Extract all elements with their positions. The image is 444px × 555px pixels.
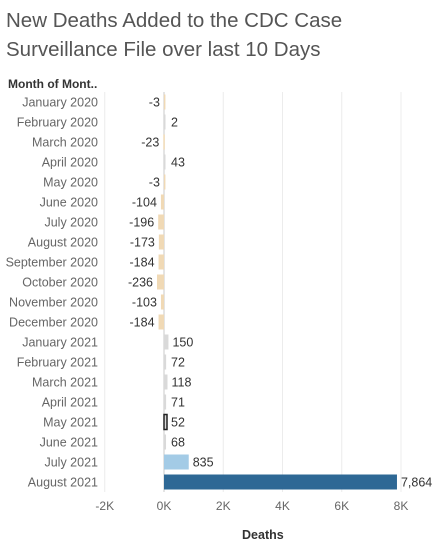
category-label: August 2020: [28, 236, 98, 250]
bar: [164, 334, 169, 350]
data-label: -236: [128, 276, 153, 290]
data-label: -3: [149, 96, 160, 110]
bar: [164, 474, 397, 490]
bar: [163, 174, 166, 190]
data-label: 150: [172, 336, 193, 350]
data-label: -3: [149, 176, 160, 190]
data-label: 118: [171, 376, 191, 390]
data-label: 72: [171, 356, 185, 370]
x-tick-label: 4K: [275, 499, 290, 513]
bar: [160, 194, 164, 210]
data-label: -173: [130, 236, 155, 250]
category-label: January 2021: [22, 336, 98, 350]
category-label: May 2021: [43, 416, 98, 430]
category-label: June 2021: [40, 436, 98, 450]
category-label: March 2020: [32, 136, 98, 150]
category-label: December 2020: [9, 316, 98, 330]
bar: [164, 434, 167, 450]
bar: [160, 294, 164, 310]
bar: [164, 354, 167, 370]
category-label: November 2020: [9, 296, 98, 310]
x-tick-label: -2K: [95, 499, 114, 513]
category-label: April 2021: [42, 396, 98, 410]
category-label: March 2021: [32, 376, 98, 390]
x-axis-title: Deaths: [242, 528, 284, 542]
category-label: October 2020: [22, 276, 98, 290]
data-label: 71: [171, 396, 185, 410]
x-tick-label: 0K: [157, 499, 172, 513]
bar: [158, 234, 164, 250]
category-label: June 2020: [40, 196, 98, 210]
category-header: Month of Mont..: [8, 77, 97, 91]
bar: [164, 154, 166, 170]
chart-title-line-2: Surveillance File over last 10 Days: [6, 38, 321, 61]
x-tick-label: 6K: [334, 499, 349, 513]
data-label: -23: [141, 136, 159, 150]
category-label: May 2020: [43, 176, 98, 190]
bar: [163, 94, 166, 110]
category-label: August 2021: [28, 476, 98, 490]
bar: [158, 254, 164, 270]
bar: [164, 114, 166, 130]
category-label: July 2020: [44, 216, 98, 230]
chart-title-line-1: New Deaths Added to the CDC Case: [6, 9, 343, 32]
bar: [164, 394, 167, 410]
chart-title: New Deaths Added to the CDC Case Surveil…: [6, 6, 436, 64]
bar: [158, 214, 164, 230]
category-label: January 2020: [22, 96, 98, 110]
category-label: July 2021: [44, 456, 98, 470]
data-label: -103: [132, 296, 157, 310]
bar: [163, 413, 168, 431]
bar: [163, 134, 165, 150]
data-label: -184: [130, 316, 155, 330]
category-label: September 2020: [6, 256, 98, 270]
data-label: 2: [171, 116, 178, 130]
data-label: 835: [193, 456, 214, 470]
category-label: April 2020: [42, 156, 98, 170]
data-label: 7,864: [401, 476, 432, 490]
bar: [157, 274, 164, 290]
data-label: 52: [171, 416, 185, 430]
x-tick-label: 2K: [216, 499, 231, 513]
data-label: 68: [171, 436, 185, 450]
data-label: -184: [130, 256, 155, 270]
x-tick-label: 8K: [394, 499, 409, 513]
bar: [158, 314, 164, 330]
data-label: -104: [132, 196, 157, 210]
data-label: -196: [129, 216, 154, 230]
category-label: February 2021: [17, 356, 98, 370]
data-label: 43: [171, 156, 185, 170]
bar: [164, 374, 168, 390]
category-label: February 2020: [17, 116, 98, 130]
bar: [164, 454, 189, 470]
